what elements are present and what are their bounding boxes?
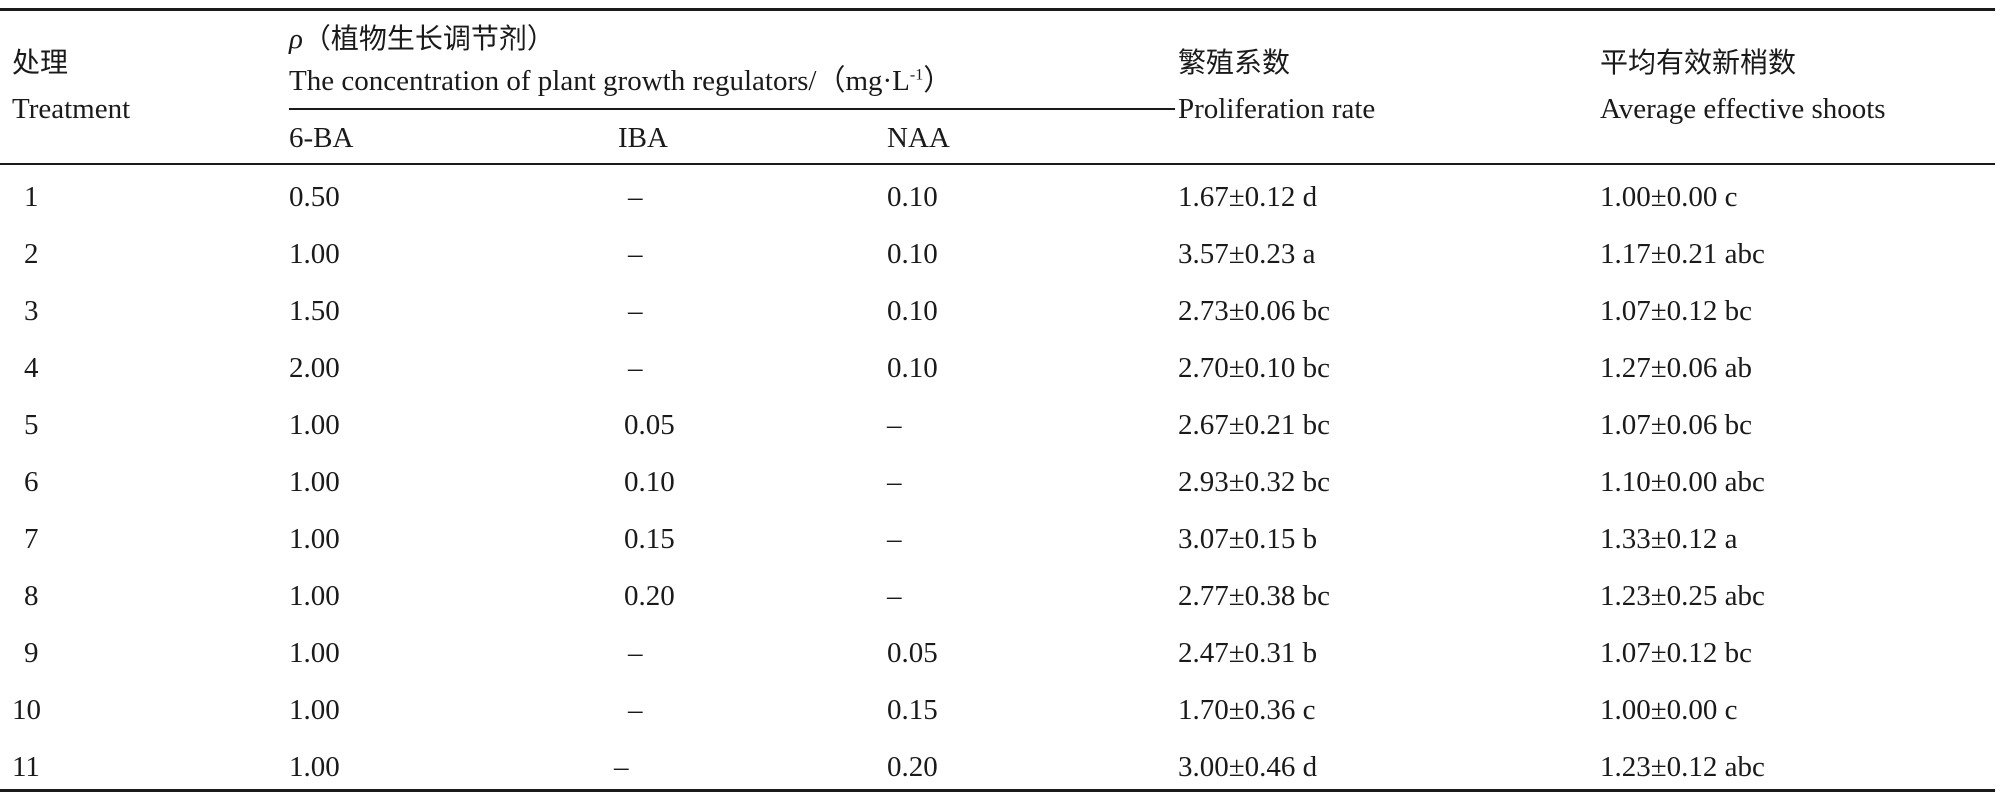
header-pgr-unit-close: ） bbox=[923, 65, 953, 97]
cell-6ba: 1.00 bbox=[289, 523, 340, 555]
cell-shoots: 1.23±0.25 abc bbox=[1600, 580, 1765, 612]
cell-iba: 0.15 bbox=[624, 523, 675, 555]
cell-proliferation: 1.67±0.12 d bbox=[1178, 181, 1318, 213]
header-treatment-en: Treatment bbox=[12, 93, 131, 125]
header-treatment-zh: 处理 bbox=[12, 46, 69, 79]
cell-treatment: 11 bbox=[12, 751, 40, 783]
cell-6ba: 0.50 bbox=[289, 181, 340, 213]
cell-proliferation: 2.73±0.06 bc bbox=[1178, 295, 1331, 327]
header-shoots-en: Average effective shoots bbox=[1600, 93, 1886, 125]
table-bottom-rule bbox=[0, 789, 1995, 792]
cell-6ba: 1.50 bbox=[289, 295, 340, 327]
cell-treatment: 7 bbox=[24, 523, 39, 555]
table-row: 6 1.00 0.10 – 2.93±0.32 bc 1.10±0.00 abc bbox=[0, 465, 1995, 505]
cell-naa: – bbox=[887, 466, 902, 498]
cell-naa: 0.20 bbox=[887, 751, 938, 783]
table-header-rule bbox=[0, 163, 1995, 165]
cell-shoots: 1.07±0.12 bc bbox=[1600, 637, 1753, 669]
cell-6ba: 1.00 bbox=[289, 694, 340, 726]
cell-shoots: 1.07±0.06 bc bbox=[1600, 409, 1753, 441]
header-6ba: 6-BA bbox=[289, 122, 354, 154]
table-row: 9 1.00 – 0.05 2.47±0.31 b 1.07±0.12 bc bbox=[0, 636, 1995, 676]
cell-iba: 0.05 bbox=[624, 409, 675, 441]
cell-treatment: 3 bbox=[24, 295, 39, 327]
header-pgr-en: The concentration of plant growth regula… bbox=[289, 64, 952, 98]
table-row: 4 2.00 – 0.10 2.70±0.10 bc 1.27±0.06 ab bbox=[0, 351, 1995, 391]
cell-iba: 0.10 bbox=[624, 466, 675, 498]
table-row: 2 1.00 – 0.10 3.57±0.23 a 1.17±0.21 abc bbox=[0, 237, 1995, 277]
cell-shoots: 1.07±0.12 bc bbox=[1600, 295, 1753, 327]
cell-shoots: 1.27±0.06 ab bbox=[1600, 352, 1753, 384]
header-group-rule bbox=[289, 108, 1175, 110]
cell-6ba: 1.00 bbox=[289, 580, 340, 612]
cell-treatment: 2 bbox=[24, 238, 39, 270]
cell-naa: 0.10 bbox=[887, 181, 938, 213]
cell-iba: – bbox=[628, 352, 643, 384]
cell-treatment: 4 bbox=[24, 352, 39, 384]
cell-shoots: 1.10±0.00 abc bbox=[1600, 466, 1765, 498]
cell-proliferation: 3.57±0.23 a bbox=[1178, 238, 1316, 270]
cell-treatment: 6 bbox=[24, 466, 39, 498]
header-shoots-zh: 平均有效新梢数 bbox=[1600, 46, 1797, 79]
cell-naa: 0.10 bbox=[887, 238, 938, 270]
table-row: 8 1.00 0.20 – 2.77±0.38 bc 1.23±0.25 abc bbox=[0, 579, 1995, 619]
header-pgr-zh: ρ（植物生长调节剂） bbox=[289, 22, 555, 56]
header-proliferation-zh: 繁殖系数 bbox=[1178, 46, 1291, 79]
cell-6ba: 2.00 bbox=[289, 352, 340, 384]
cell-proliferation: 1.70±0.36 c bbox=[1178, 694, 1316, 726]
cell-treatment: 5 bbox=[24, 409, 39, 441]
cell-proliferation: 2.47±0.31 b bbox=[1178, 637, 1318, 669]
table-top-rule bbox=[0, 8, 1995, 11]
cell-proliferation: 2.70±0.10 bc bbox=[1178, 352, 1331, 384]
table-row: 11 1.00 – 0.20 3.00±0.46 d 1.23±0.12 abc bbox=[0, 750, 1995, 790]
cell-shoots: 1.33±0.12 a bbox=[1600, 523, 1738, 555]
cell-naa: 0.10 bbox=[887, 295, 938, 327]
header-pgr-unit-sup: -1 bbox=[909, 66, 924, 84]
cell-6ba: 1.00 bbox=[289, 238, 340, 270]
cell-proliferation: 3.07±0.15 b bbox=[1178, 523, 1318, 555]
table-row: 7 1.00 0.15 – 3.07±0.15 b 1.33±0.12 a bbox=[0, 522, 1995, 562]
cell-treatment: 10 bbox=[12, 694, 41, 726]
header-naa: NAA bbox=[887, 122, 950, 154]
cell-iba: – bbox=[628, 181, 643, 213]
cell-naa: – bbox=[887, 409, 902, 441]
header-iba: IBA bbox=[618, 122, 668, 154]
cell-6ba: 1.00 bbox=[289, 637, 340, 669]
cell-naa: – bbox=[887, 523, 902, 555]
cell-treatment: 9 bbox=[24, 637, 39, 669]
cell-naa: 0.15 bbox=[887, 694, 938, 726]
cell-proliferation: 3.00±0.46 d bbox=[1178, 751, 1318, 783]
cell-treatment: 8 bbox=[24, 580, 39, 612]
cell-proliferation: 2.93±0.32 bc bbox=[1178, 466, 1331, 498]
cell-proliferation: 2.77±0.38 bc bbox=[1178, 580, 1331, 612]
cell-naa: 0.05 bbox=[887, 637, 938, 669]
cell-naa: – bbox=[887, 580, 902, 612]
header-proliferation-en: Proliferation rate bbox=[1178, 93, 1376, 125]
cell-iba: 0.20 bbox=[624, 580, 675, 612]
cell-iba: – bbox=[614, 751, 629, 783]
cell-iba: – bbox=[628, 694, 643, 726]
table-row: 5 1.00 0.05 – 2.67±0.21 bc 1.07±0.06 bc bbox=[0, 408, 1995, 448]
cell-proliferation: 2.67±0.21 bc bbox=[1178, 409, 1331, 441]
cell-iba: – bbox=[628, 295, 643, 327]
cell-shoots: 1.17±0.21 abc bbox=[1600, 238, 1765, 270]
table-row: 3 1.50 – 0.10 2.73±0.06 bc 1.07±0.12 bc bbox=[0, 294, 1995, 334]
cell-naa: 0.10 bbox=[887, 352, 938, 384]
cell-6ba: 1.00 bbox=[289, 409, 340, 441]
cell-shoots: 1.00±0.00 c bbox=[1600, 181, 1738, 213]
rho-symbol: ρ bbox=[289, 23, 303, 55]
table-row: 10 1.00 – 0.15 1.70±0.36 c 1.00±0.00 c bbox=[0, 693, 1995, 733]
header-pgr-zh-text: （植物生长调节剂） bbox=[302, 22, 555, 55]
cell-6ba: 1.00 bbox=[289, 466, 340, 498]
cell-6ba: 1.00 bbox=[289, 751, 340, 783]
cell-iba: – bbox=[628, 637, 643, 669]
cell-treatment: 1 bbox=[24, 181, 39, 213]
cell-iba: – bbox=[628, 238, 643, 270]
header-pgr-en-text: The concentration of plant growth regula… bbox=[289, 65, 910, 97]
cell-shoots: 1.00±0.00 c bbox=[1600, 694, 1738, 726]
table-row: 1 0.50 – 0.10 1.67±0.12 d 1.00±0.00 c bbox=[0, 180, 1995, 220]
cell-shoots: 1.23±0.12 abc bbox=[1600, 751, 1765, 783]
